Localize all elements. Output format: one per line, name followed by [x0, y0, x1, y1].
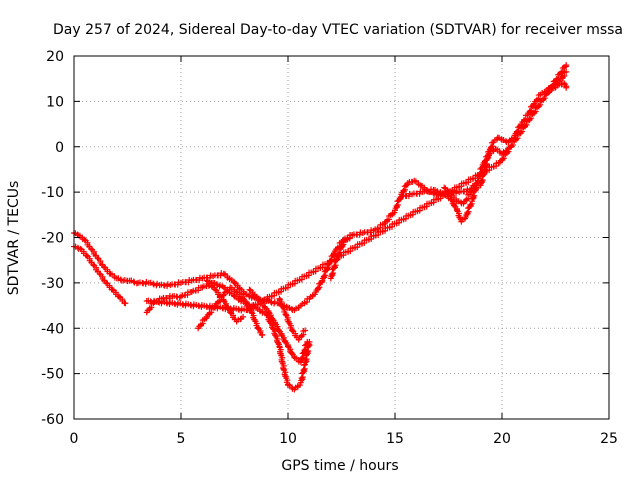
y-tick-label: -40: [41, 321, 64, 337]
y-tick-label: 10: [46, 94, 64, 110]
series-layer: [71, 62, 569, 392]
series-track-b: [71, 244, 128, 307]
sdtvar-chart: Day 257 of 2024, Sidereal Day-to-day VTE…: [0, 0, 640, 480]
y-tick-label: -20: [41, 231, 64, 247]
series-track-c: [144, 280, 313, 393]
y-tick-label: -60: [41, 412, 64, 428]
x-tick-label: 10: [279, 431, 297, 447]
y-tick-label: -30: [41, 276, 64, 292]
x-axis-title: GPS time / hours: [281, 458, 398, 474]
y-axis-title: SDTVAR / TECUs: [6, 181, 22, 296]
x-tick-label: 15: [386, 431, 404, 447]
x-tick-label: 20: [493, 431, 511, 447]
series-track-a: [71, 69, 569, 313]
chart-title: Day 257 of 2024, Sidereal Day-to-day VTE…: [53, 22, 623, 38]
x-tick-label: 5: [177, 431, 186, 447]
y-tick-label: 20: [46, 49, 64, 65]
y-tick-label: 0: [55, 140, 64, 156]
y-tick-label: -10: [41, 185, 64, 201]
y-tick-label: -50: [41, 367, 64, 383]
x-tick-label: 25: [600, 431, 618, 447]
x-tick-label: 0: [70, 431, 79, 447]
